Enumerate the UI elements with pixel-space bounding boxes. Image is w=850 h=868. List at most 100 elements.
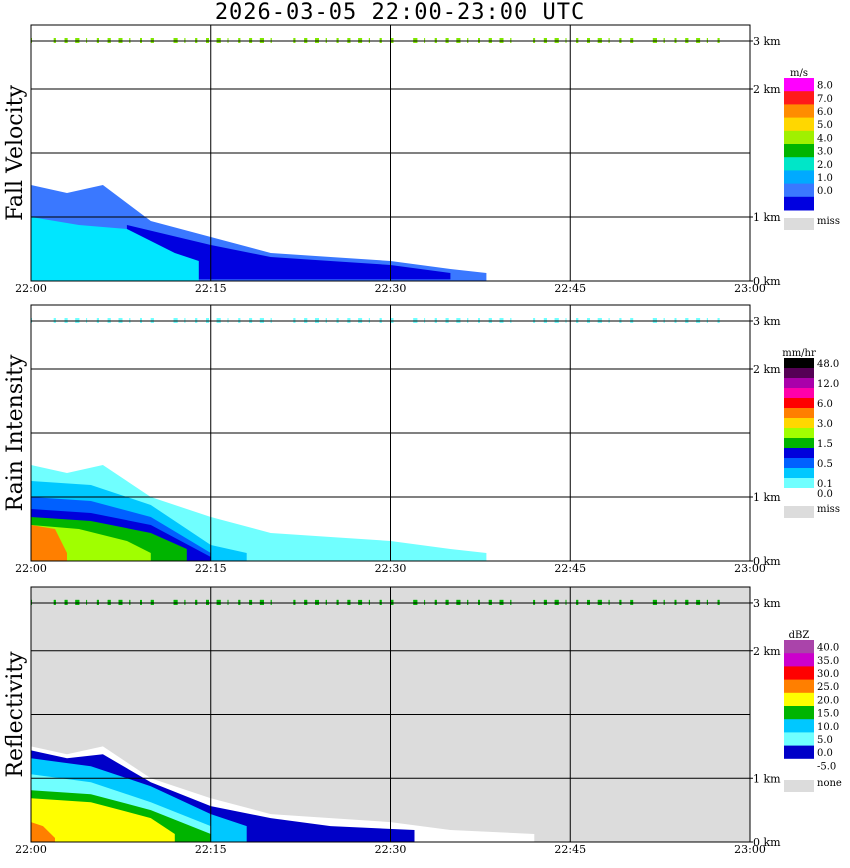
echo-cell-3km xyxy=(379,599,382,605)
colorbar-label: 25.0 xyxy=(817,682,839,693)
y-tick-label: 2 km xyxy=(753,363,781,376)
echo-cell-3km xyxy=(619,599,622,605)
echo-cell-3km xyxy=(706,599,708,605)
colorbar-label: 0.5 xyxy=(817,459,833,470)
echo-cell-3km xyxy=(456,599,461,605)
colorbar-swatch xyxy=(784,438,814,449)
colorbar-swatch xyxy=(784,468,814,479)
y-tick-label: 2 km xyxy=(753,83,781,96)
echo-cell-3km xyxy=(304,599,308,605)
echo-cell-3km xyxy=(597,599,602,605)
colorbar-swatch xyxy=(784,428,814,439)
echo-cell-3km xyxy=(315,599,319,605)
echo-cell-3km xyxy=(478,599,480,605)
echo-cell-3km xyxy=(195,599,198,605)
x-tick-label: 22:45 xyxy=(554,562,586,575)
plot-frame xyxy=(30,24,751,282)
colorbar-label: 15.0 xyxy=(817,709,839,720)
colorbar-swatch xyxy=(784,408,814,419)
echo-layer xyxy=(31,798,175,842)
colorbar-label: 48.0 xyxy=(817,359,839,370)
colorbar-swatch xyxy=(784,78,814,92)
echo-cell-3km xyxy=(413,599,418,605)
echo-cell-3km xyxy=(206,599,209,605)
colorbar-swatch xyxy=(784,398,814,409)
colorbar-swatch xyxy=(784,183,814,198)
colorbar-label: 6.0 xyxy=(817,399,833,410)
colorbar-label: 0.0 xyxy=(817,489,833,500)
y-axis-title: Fall Velocity xyxy=(3,85,28,221)
y-axis-title: Reflectivity xyxy=(3,651,28,778)
echo-cell-3km xyxy=(587,599,590,605)
colorbar-swatch xyxy=(784,478,814,489)
colorbar-swatch xyxy=(784,144,814,158)
y-tick-label: 2 km xyxy=(753,645,781,658)
colorbar-label: 3.0 xyxy=(817,147,833,158)
panel-2 xyxy=(30,586,814,843)
colorbar-swatch xyxy=(784,653,814,667)
colorbar-swatch xyxy=(784,368,814,379)
echo-cell-3km xyxy=(424,599,426,605)
colorbar-swatch xyxy=(784,157,814,171)
colorbar-label: 5.0 xyxy=(817,735,833,746)
colorbar-unit: m/s xyxy=(790,68,808,79)
colorbar-swatch xyxy=(784,196,814,211)
colorbar-label: 2.0 xyxy=(817,160,833,171)
echo-cell-3km xyxy=(107,599,111,605)
echo-cell-3km xyxy=(663,599,665,605)
echo-layer xyxy=(31,822,55,842)
colorbar-label: -5.0 xyxy=(817,761,836,772)
echo-cell-3km xyxy=(216,599,221,605)
echo-cell-3km xyxy=(576,599,579,605)
x-tick-label: 22:45 xyxy=(554,282,586,295)
colorbar-swatch xyxy=(784,117,814,132)
x-tick-label: 22:15 xyxy=(195,282,227,295)
colorbar-label: 3.0 xyxy=(817,419,833,430)
colorbar-label: 40.0 xyxy=(817,643,839,654)
echo-cell-3km xyxy=(696,599,701,605)
echo-cell-3km xyxy=(249,599,253,605)
colorbar-swatch xyxy=(784,692,814,707)
colorbar-label: 35.0 xyxy=(817,656,839,667)
panel-0 xyxy=(30,24,814,282)
colorbar-label: 5.0 xyxy=(817,120,833,131)
echo-cell-3km xyxy=(368,599,370,605)
echo-cell-3km xyxy=(510,599,512,605)
colorbar-swatch xyxy=(784,358,814,369)
y-tick-label: 3 km xyxy=(753,315,781,328)
colorbar-swatch xyxy=(784,388,814,399)
colorbar-missing-label: miss xyxy=(817,504,840,515)
colorbar-label: 8.0 xyxy=(817,81,833,92)
echo-cell-3km xyxy=(467,599,469,605)
colorbar-missing-label: miss xyxy=(817,216,840,227)
y-tick-label: 1 km xyxy=(753,211,781,224)
echo-cell-3km xyxy=(717,599,720,605)
echo-cell-3km xyxy=(238,599,241,605)
colorbar-swatch xyxy=(784,418,814,429)
echo-cell-3km xyxy=(140,599,142,605)
colorbar-unit: mm/hr xyxy=(782,348,816,359)
echo-cell-3km xyxy=(554,599,559,605)
echo-cell-3km xyxy=(270,599,272,605)
echo-layer xyxy=(126,225,451,280)
echo-cell-3km xyxy=(685,599,689,605)
colorbar-swatch xyxy=(784,458,814,469)
x-tick-label: 22:00 xyxy=(15,562,47,575)
colorbar-label: 0.0 xyxy=(817,748,833,759)
colorbar-swatch xyxy=(784,679,814,694)
echo-cell-3km xyxy=(652,599,657,605)
echo-cell-3km xyxy=(499,599,504,605)
x-tick-label: 22:15 xyxy=(195,843,227,856)
x-tick-label: 23:00 xyxy=(734,843,766,856)
colorbar-swatch xyxy=(784,170,814,185)
colorbar-label: 0.1 xyxy=(817,479,833,490)
y-tick-label: 3 km xyxy=(753,597,781,610)
x-tick-label: 22:30 xyxy=(375,282,407,295)
colorbar-swatch xyxy=(784,745,814,760)
echo-cell-3km xyxy=(259,599,264,605)
colorbar-missing-swatch xyxy=(784,218,814,230)
colorbar-missing-label: none xyxy=(817,778,842,789)
echo-cell-3km xyxy=(173,599,178,605)
y-axis-title: Rain Intensity xyxy=(3,354,28,511)
